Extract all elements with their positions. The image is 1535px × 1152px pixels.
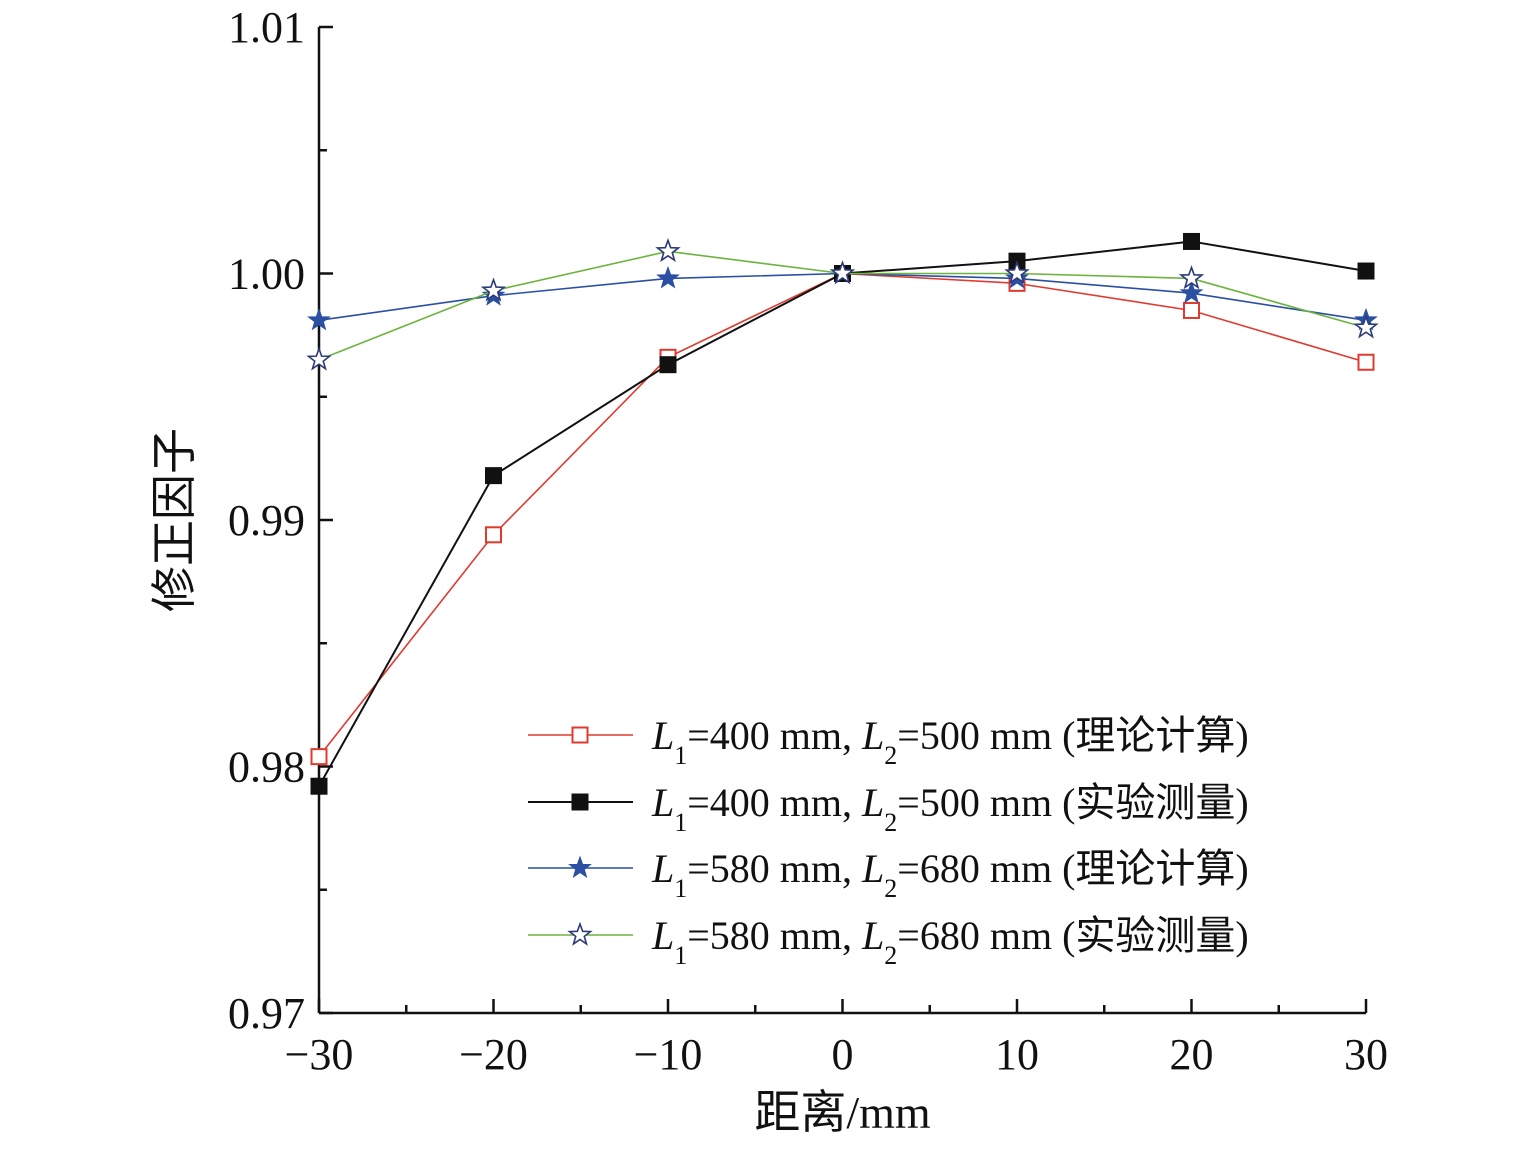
y-tick-label: 0.99 (228, 496, 305, 545)
legend-label-part: L (861, 846, 884, 891)
series-line (318, 272, 1367, 758)
series-3 (306, 237, 1379, 371)
legend-label-part: =500 mm (理论计算) (897, 713, 1248, 758)
legend-label-part: L (651, 913, 674, 958)
y-tick-label: 1.00 (228, 250, 305, 299)
x-tick-label: −10 (634, 1030, 703, 1079)
data-point (485, 526, 502, 544)
x-tick-label: 10 (995, 1030, 1039, 1079)
data-point (1183, 301, 1200, 319)
data-point (480, 277, 507, 302)
y-tick-label: 1.01 (228, 3, 305, 52)
legend-label-part: 1 (674, 741, 687, 770)
legend-entry-0: L1=400 mm, L2=500 mm (理论计算) (528, 713, 1249, 770)
legend-label-part: =580 mm, (687, 913, 862, 958)
legend-label-part: =400 mm, (687, 780, 862, 825)
legend-label-part: 2 (884, 941, 897, 970)
y-tick-label: 0.98 (228, 743, 305, 792)
legend-label-part: L (651, 713, 674, 758)
data-point (1357, 353, 1375, 371)
axes: 0.97 0.98 0.99 1.00 1.01 −30 −20 −10 0 10 20 30 (228, 3, 1388, 1079)
legend-label: L1=400 mm, L2=500 mm (实验测量) (651, 780, 1249, 837)
series-line (318, 240, 1367, 787)
legend-label: L1=400 mm, L2=500 mm (理论计算) (651, 713, 1249, 770)
legend-label-part: =680 mm (理论计算) (897, 846, 1248, 891)
x-tick-label: 20 (1170, 1030, 1214, 1079)
legend-label: L1=580 mm, L2=680 mm (理论计算) (651, 846, 1249, 903)
data-point (310, 777, 328, 795)
legend-label-part: 1 (674, 808, 687, 837)
legend-label-part: L (651, 780, 674, 825)
legend-entry-3: L1=580 mm, L2=680 mm (实验测量) (528, 913, 1249, 970)
data-point (306, 346, 332, 371)
x-tick-label: 0 (832, 1030, 854, 1079)
data-point (1353, 314, 1379, 339)
legend-entry-2: L1=580 mm, L2=680 mm (理论计算) (528, 846, 1249, 903)
legend-marker (567, 921, 593, 946)
legend-label: L1=580 mm, L2=680 mm (实验测量) (651, 913, 1249, 970)
legend: L1=400 mm, L2=500 mm (理论计算)L1=400 mm, L2… (528, 713, 1249, 970)
data-point (659, 356, 677, 374)
data-point (829, 260, 856, 285)
y-tick-label: 0.97 (228, 989, 305, 1038)
y-axis-title: 修正因子 (149, 428, 200, 612)
legend-label-part: =680 mm (实验测量) (897, 913, 1248, 958)
data-point (1183, 232, 1200, 250)
legend-label-part: L (861, 913, 884, 958)
legend-label-part: L (861, 780, 884, 825)
data-point (1179, 280, 1204, 304)
legend-label-part: =580 mm, (687, 846, 862, 891)
legend-label-part: 1 (674, 874, 687, 903)
data-point (656, 265, 680, 289)
data-point (485, 467, 502, 485)
data-point (655, 237, 681, 263)
data-point (1357, 262, 1375, 280)
x-tick-label: −20 (459, 1030, 528, 1079)
series-layer (306, 232, 1379, 795)
x-tick-label: 30 (1344, 1030, 1388, 1079)
legend-label-part: 2 (884, 808, 897, 837)
x-tick-label: −30 (285, 1030, 354, 1079)
legend-marker (571, 793, 589, 811)
data-point (1004, 260, 1030, 285)
legend-marker (571, 726, 589, 744)
data-point (310, 748, 328, 766)
legend-label-part: L (651, 846, 674, 891)
legend-label-part: 1 (674, 941, 687, 970)
x-axis-title: 距离/mm (754, 1087, 931, 1138)
legend-label-part: 2 (884, 874, 897, 903)
legend-label-part: L (861, 713, 884, 758)
data-point (307, 307, 331, 331)
legend-entry-1: L1=400 mm, L2=500 mm (实验测量) (528, 780, 1249, 837)
legend-label-part: =500 mm (实验测量) (897, 780, 1248, 825)
data-point (1178, 265, 1205, 290)
legend-marker (568, 855, 592, 879)
legend-label-part: 2 (884, 741, 897, 770)
legend-label-part: =400 mm, (687, 713, 862, 758)
